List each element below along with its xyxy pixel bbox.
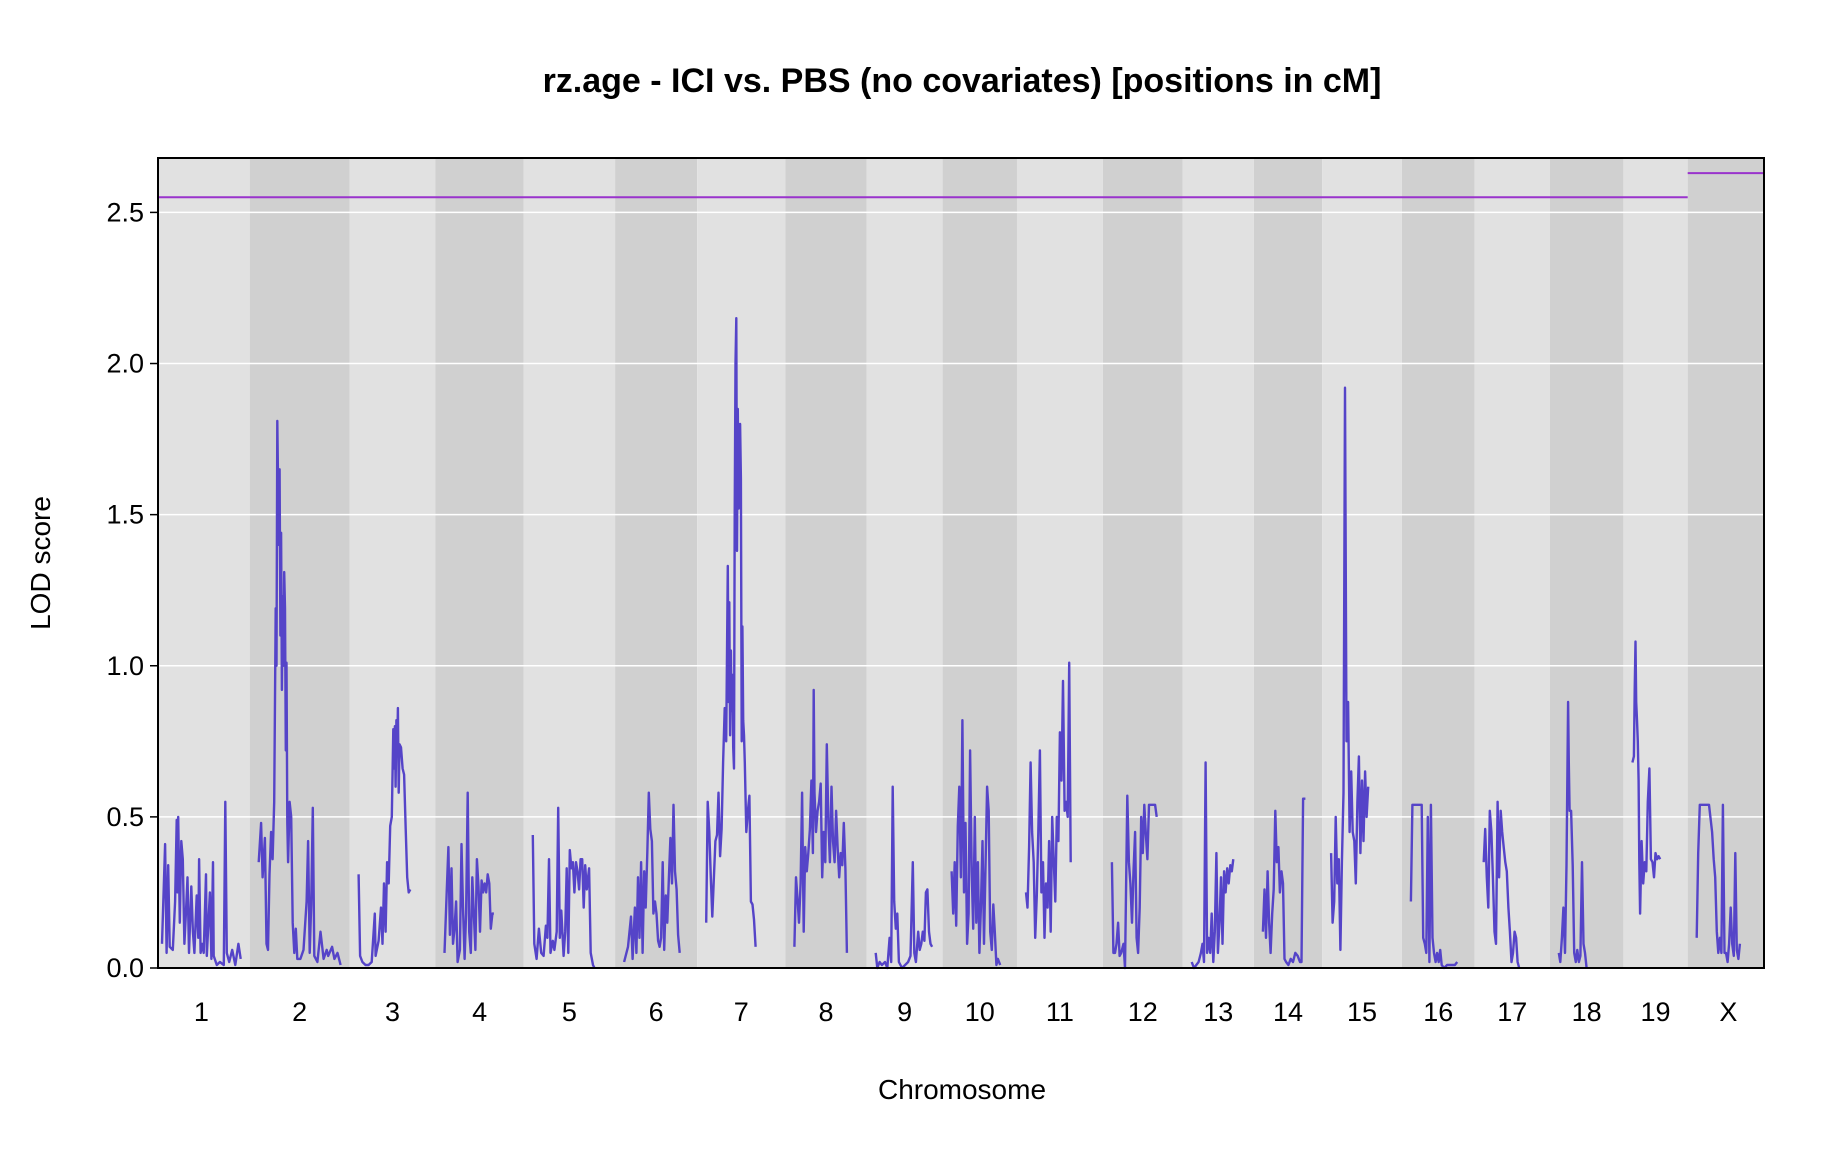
lod-curve-chr-6 [622, 791, 681, 963]
y-tick-label: 0.0 [106, 953, 144, 983]
y-tick-label: 1.0 [106, 651, 144, 681]
chromosome-band-18 [1549, 158, 1624, 968]
y-tick-label: 0.5 [106, 802, 144, 832]
chromosome-band-1 [158, 158, 250, 968]
chromosome-band-16 [1401, 158, 1475, 968]
lod-curve-chr-1 [160, 800, 242, 967]
y-tick-label: 2.0 [106, 349, 144, 379]
chromosome-band-19 [1623, 158, 1688, 968]
lod-curve-chr-5 [531, 806, 596, 969]
lod-curve-chr-7 [705, 317, 757, 947]
x-tick-label-10: 10 [965, 997, 995, 1027]
y-tick-label: 1.5 [106, 500, 144, 530]
chromosome-band-10 [942, 158, 1017, 968]
lod-curve-chr-18 [1557, 700, 1588, 969]
lod-curve-chr-X [1695, 803, 1742, 964]
x-tick-label-8: 8 [819, 997, 834, 1027]
chromosome-band-X [1687, 158, 1764, 968]
x-tick-label-12: 12 [1128, 997, 1158, 1027]
x-tick-label-13: 13 [1203, 997, 1233, 1027]
lod-curve-chr-19 [1631, 640, 1662, 915]
x-tick-label-6: 6 [649, 997, 664, 1027]
lod-curve-chr-13 [1190, 761, 1235, 970]
y-tick-label: 2.5 [106, 197, 144, 227]
x-tick-label-X: X [1719, 997, 1737, 1027]
x-tick-label-15: 15 [1347, 997, 1377, 1027]
lod-curve-chr-2 [257, 419, 342, 966]
chromosome-band-14 [1253, 158, 1323, 968]
lod-curve-chr-14 [1261, 797, 1306, 967]
x-axis: 1 2 3 4 5 6 7 8 9 10 11 12 13 14 15 16 17 18 19 X [194, 997, 1738, 1027]
x-tick-label-5: 5 [562, 997, 577, 1027]
x-tick-label-2: 2 [292, 997, 307, 1027]
lod-series [160, 317, 1742, 970]
x-tick-label-11: 11 [1046, 997, 1074, 1027]
lod-curve-chr-8 [793, 688, 849, 953]
lod-curve-chr-15 [1329, 386, 1370, 952]
y-axis: 0.0 0.5 1.0 1.5 2.0 2.5 [106, 197, 158, 983]
x-tick-label-18: 18 [1572, 997, 1602, 1027]
chromosome-band-5 [523, 158, 616, 968]
chart-title: rz.age - ICI vs. PBS (no covariates) [po… [543, 62, 1382, 100]
x-tick-label-9: 9 [897, 997, 912, 1027]
lod-curve-chr-4 [443, 791, 494, 964]
x-tick-label-19: 19 [1641, 997, 1671, 1027]
x-tick-label-14: 14 [1273, 997, 1303, 1027]
lod-curve-chr-16 [1409, 803, 1459, 970]
lod-curve-chr-11 [1024, 661, 1072, 939]
chromosome-band-3 [349, 158, 436, 968]
x-tick-label-1: 1 [194, 997, 209, 1027]
lod-curve-chr-3 [357, 706, 412, 967]
x-tick-label-7: 7 [734, 997, 749, 1027]
chromosome-band-2 [249, 158, 350, 968]
lod-curve-chr-17 [1482, 800, 1521, 969]
plot-frame [157, 157, 1765, 969]
lod-curve-chr-10 [950, 719, 1002, 967]
x-tick-label-3: 3 [385, 997, 400, 1027]
chromosome-band-9 [866, 158, 943, 968]
x-tick-label-4: 4 [472, 997, 487, 1027]
x-axis-label: Chromosome [878, 1074, 1046, 1105]
chromosome-band-17 [1474, 158, 1550, 968]
x-tick-label-17: 17 [1497, 997, 1527, 1027]
threshold-lines [158, 172, 1764, 199]
x-tick-label-16: 16 [1423, 997, 1453, 1027]
chromosome-band-4 [435, 158, 524, 968]
chromosome-band-6 [615, 158, 698, 968]
chromosome-band-13 [1182, 158, 1254, 968]
lod-curve-chr-12 [1110, 794, 1158, 970]
y-axis-label: LOD score [25, 496, 56, 630]
